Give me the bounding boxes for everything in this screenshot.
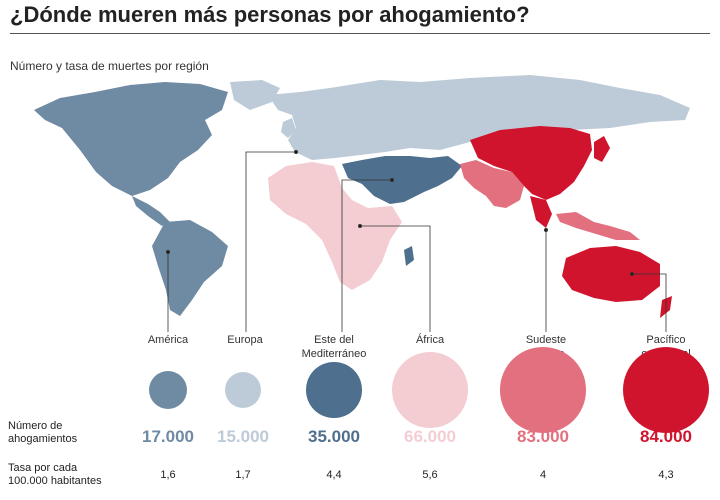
region-mediterraneo-shape[interactable] xyxy=(342,156,462,204)
rate-pacifico: 4,3 xyxy=(658,469,674,481)
region-sudeste-shape[interactable] xyxy=(460,160,524,208)
rate-mediterraneo: 4,4 xyxy=(326,469,342,481)
row-label-rate: Tasa por cada 100.000 habitantes xyxy=(8,462,102,487)
region-africa-shape[interactable] xyxy=(268,162,402,290)
leader-europa xyxy=(245,151,296,332)
label-mediterraneo: Este del Mediterráneo xyxy=(301,334,367,360)
count-pacifico: 84.000 xyxy=(640,427,692,446)
count-america: 17.000 xyxy=(142,427,194,446)
rate-africa: 5,6 xyxy=(422,469,438,481)
title-divider xyxy=(10,33,710,34)
leader-africa xyxy=(360,225,431,332)
label-europa: Europa xyxy=(227,334,263,346)
region-europa-shape[interactable] xyxy=(268,75,690,160)
region-europa-uk xyxy=(281,118,296,138)
bubble-europa xyxy=(224,371,262,409)
region-africa-madagascar xyxy=(404,246,414,266)
leader-lines xyxy=(165,149,667,332)
count-mediterraneo: 35.000 xyxy=(308,427,360,446)
region-pacifico-australia[interactable] xyxy=(562,246,660,302)
region-america-north[interactable] xyxy=(34,82,228,196)
bubble-africa xyxy=(391,351,469,429)
rate-sudeste: 4 xyxy=(539,469,547,481)
count-europa: 15.000 xyxy=(217,427,269,446)
leader-pacifico xyxy=(632,273,667,332)
region-europa-greenland xyxy=(230,80,280,110)
region-pacifico-seasia xyxy=(530,196,552,228)
region-sudeste-indonesia xyxy=(556,212,640,240)
bubble-america xyxy=(148,370,188,410)
label-africa: África xyxy=(415,334,445,346)
region-america-central xyxy=(132,196,170,226)
bubble-mediterraneo xyxy=(306,362,362,418)
rate-europa: 1,7 xyxy=(235,469,251,481)
bubble-pacifico xyxy=(623,347,709,433)
leader-mediterraneo xyxy=(341,179,392,332)
map-subtitle: Número y tasa de muertes por región xyxy=(10,59,209,73)
count-africa: 66.000 xyxy=(404,427,456,446)
region-pacifico-china[interactable] xyxy=(470,126,592,200)
region-america-south[interactable] xyxy=(152,220,228,316)
bubble-sudeste xyxy=(500,347,586,433)
count-sudeste: 83.000 xyxy=(517,427,569,446)
rate-america: 1,6 xyxy=(160,469,176,481)
page-title: ¿Dónde mueren más personas por ahogamien… xyxy=(10,2,530,27)
label-america: América xyxy=(147,334,189,346)
row-label-deaths: Número de ahogamientos xyxy=(8,420,78,445)
region-pacifico-japan xyxy=(594,136,610,162)
